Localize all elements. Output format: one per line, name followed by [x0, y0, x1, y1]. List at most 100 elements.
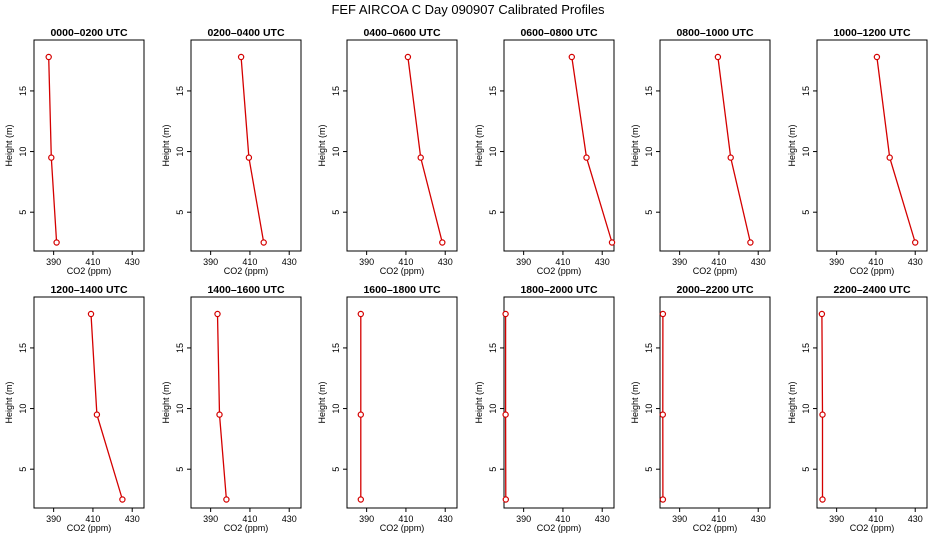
y-tick-label: 15 [18, 343, 28, 353]
y-tick-label: 10 [18, 147, 28, 157]
x-tick-label: 430 [595, 514, 610, 524]
x-tick-label: 410 [868, 514, 883, 524]
x-tick-label: 430 [438, 257, 453, 267]
data-point [439, 239, 446, 246]
x-tick-label: 410 [85, 514, 100, 524]
y-tick-label: 10 [488, 404, 498, 414]
x-tick-label: 410 [242, 514, 257, 524]
y-axis-label: Height (m) [161, 381, 171, 423]
x-tick-label: 430 [908, 514, 923, 524]
profile-line [240, 56, 265, 243]
data-point [260, 239, 267, 246]
y-axis-label: Height (m) [317, 124, 327, 166]
data-point [873, 53, 881, 61]
x-axis-label: CO2 (ppm) [380, 523, 425, 533]
x-tick-label: 430 [751, 514, 766, 524]
y-tick-label: 15 [644, 86, 654, 96]
plot-frame [33, 296, 145, 509]
x-axis-label: CO2 (ppm) [693, 523, 738, 533]
profile-line [876, 56, 916, 243]
profile-line [571, 56, 613, 243]
x-tick-label: 390 [359, 257, 374, 267]
x-tick-label: 430 [908, 257, 923, 267]
data-point [659, 496, 667, 503]
data-point [357, 496, 364, 503]
plot-frame [346, 39, 458, 252]
x-tick-label: 390 [359, 514, 374, 524]
x-tick-label: 430 [438, 514, 453, 524]
panel-title: 1200–1400 UTC [50, 284, 127, 296]
x-axis-label: CO2 (ppm) [850, 266, 895, 276]
y-tick-label: 5 [801, 210, 811, 215]
y-axis-label: Height (m) [630, 124, 640, 166]
x-tick-label: 410 [555, 257, 570, 267]
x-tick-label: 390 [672, 257, 687, 267]
data-point [245, 154, 253, 161]
y-tick-label: 10 [644, 147, 654, 157]
data-point [216, 411, 223, 418]
panel-title: 0000–0200 UTC [50, 27, 127, 39]
data-point [223, 496, 230, 503]
data-point [45, 53, 52, 61]
y-tick-label: 5 [644, 467, 654, 472]
data-point [608, 239, 616, 246]
panel-title: 0600–0800 UTC [520, 27, 597, 39]
y-axis-label: Height (m) [4, 124, 14, 166]
data-point [819, 411, 826, 418]
y-axis-label: Height (m) [317, 381, 327, 423]
y-tick-label: 5 [18, 210, 28, 215]
profile-panel-4: 0600–0800 UTC 390 410 430 5 10 15 CO2 (ppm) Heig… [474, 27, 616, 276]
profile-panel-11: 2000–2200 UTC 390 410 430 5 10 15 CO2 (ppm) Heig… [630, 284, 771, 533]
data-point [119, 496, 126, 503]
x-tick-label: 390 [203, 257, 218, 267]
data-point [87, 310, 95, 318]
plot-frame [503, 296, 615, 509]
x-axis-label: CO2 (ppm) [67, 266, 112, 276]
x-tick-label: 390 [516, 514, 531, 524]
profile-panel-6: 1000–1200 UTC 390 410 430 5 10 15 CO2 (ppm) Heig… [787, 27, 928, 276]
x-tick-label: 430 [282, 514, 297, 524]
y-axis-label: Height (m) [4, 381, 14, 423]
x-tick-label: 430 [282, 257, 297, 267]
profile-line [717, 56, 752, 243]
profile-line [90, 313, 124, 500]
data-point [417, 154, 424, 161]
profile-panel-2: 0200–0400 UTC 390 410 430 5 10 15 CO2 (ppm) Heig… [161, 27, 302, 276]
y-tick-label: 10 [175, 404, 185, 414]
y-tick-label: 5 [488, 210, 498, 215]
y-tick-label: 15 [644, 343, 654, 353]
x-tick-label: 390 [829, 514, 844, 524]
y-tick-label: 15 [801, 343, 811, 353]
x-axis-label: CO2 (ppm) [537, 523, 582, 533]
panel-title: 0200–0400 UTC [207, 27, 284, 39]
data-point [747, 239, 754, 246]
y-axis-label: Height (m) [787, 381, 797, 423]
data-point [502, 310, 509, 318]
y-tick-label: 10 [331, 147, 341, 157]
profile-panel-9: 1600–1800 UTC 390 410 430 5 10 15 CO2 (ppm) Heig… [317, 284, 458, 533]
x-axis-label: CO2 (ppm) [67, 523, 112, 533]
x-tick-label: 430 [125, 257, 140, 267]
x-tick-label: 390 [672, 514, 687, 524]
y-tick-label: 15 [331, 86, 341, 96]
data-point [819, 496, 826, 503]
x-axis-label: CO2 (ppm) [850, 523, 895, 533]
plot-frame [659, 296, 771, 509]
y-tick-label: 5 [488, 467, 498, 472]
data-point [659, 411, 667, 418]
data-point [583, 154, 590, 161]
data-point [714, 53, 722, 61]
data-point [357, 411, 364, 418]
y-tick-label: 10 [18, 404, 28, 414]
y-tick-label: 15 [175, 86, 185, 96]
y-tick-label: 5 [801, 467, 811, 472]
panel-title: 0400–0600 UTC [363, 27, 440, 39]
plot-frame [33, 39, 145, 252]
figure-title: FEF AIRCOA C Day 090907 Calibrated Profi… [331, 2, 605, 17]
x-axis-label: CO2 (ppm) [380, 266, 425, 276]
profile-panel-10: 1800–2000 UTC 390 410 430 5 10 15 CO2 (ppm) Heig… [474, 284, 615, 533]
y-tick-label: 15 [331, 343, 341, 353]
x-tick-label: 410 [242, 257, 257, 267]
y-axis-label: Height (m) [474, 124, 484, 166]
x-tick-label: 410 [711, 257, 726, 267]
